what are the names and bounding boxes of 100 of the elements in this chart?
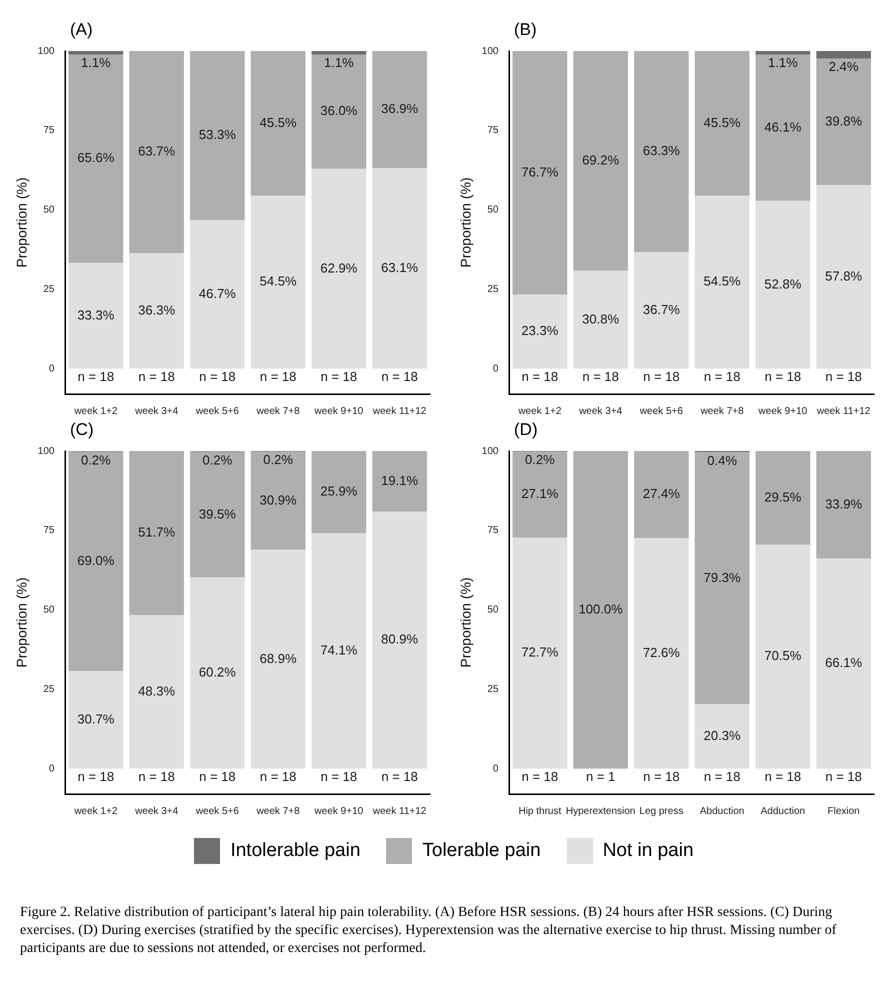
annotation: n = 18 (764, 369, 802, 384)
data-label: 68.9% (260, 650, 297, 666)
bar (694, 452, 750, 704)
bar (250, 550, 306, 769)
bar (250, 452, 306, 550)
bar (634, 451, 689, 538)
y-tick-label: 50 (487, 204, 499, 216)
bar (312, 451, 366, 534)
annotation: n = 18 (260, 769, 296, 784)
bar (372, 512, 427, 769)
data-label: 36.3% (138, 302, 176, 318)
data-label: 51.7% (138, 524, 176, 540)
annotation: n = 18 (704, 369, 740, 384)
bar (816, 451, 871, 559)
data-label: 0.2% (81, 452, 112, 468)
annotation: n = 18 (643, 769, 680, 784)
legend-label: Not in pain (602, 840, 694, 862)
y-tick-label: 0 (48, 363, 55, 374)
y-tick-label: 75 (487, 125, 499, 136)
y-tick-label: 25 (43, 284, 55, 295)
bar (756, 451, 810, 545)
data-label: 2.4% (828, 59, 859, 74)
data-label: 23.3% (521, 323, 559, 338)
bar (756, 544, 810, 769)
x-tick-label: week 9+10 (314, 406, 364, 417)
data-label: 53.3% (198, 127, 236, 142)
bar (129, 451, 184, 616)
data-label: 20.3% (704, 728, 741, 743)
bar (634, 252, 689, 369)
chart-title: (C) (70, 420, 95, 441)
y-tick-label: 0 (48, 763, 55, 774)
x-tick-label: Hip thrust (518, 806, 562, 817)
annotation: n = 18 (138, 769, 175, 784)
bar (634, 538, 689, 769)
y-tick-label: 25 (487, 284, 499, 295)
data-label: 52.8% (764, 276, 802, 292)
annotation: n = 18 (381, 769, 418, 784)
bar (250, 196, 306, 369)
y-tick-label: 75 (487, 525, 499, 536)
data-label: 63.7% (138, 144, 176, 159)
x-tick-label: week 9+10 (758, 406, 808, 417)
bar (816, 58, 871, 186)
data-label: 65.6% (77, 150, 115, 166)
annotation: n = 18 (381, 369, 418, 384)
data-label: 54.5% (704, 274, 741, 289)
data-label: 45.5% (260, 114, 297, 130)
y-tick-label: 100 (482, 46, 499, 57)
data-label: 100.0% (578, 601, 624, 616)
data-label: 36.0% (320, 103, 358, 118)
annotation: n = 18 (320, 769, 358, 784)
data-label: 63.1% (381, 260, 418, 275)
data-label: 33.9% (825, 496, 862, 512)
annotation: n = 18 (199, 769, 236, 784)
x-tick-label: week 7+8 (700, 406, 744, 417)
data-label: 1.1% (324, 55, 354, 70)
x-tick-label: week 5+6 (194, 406, 240, 417)
data-label: 1.1% (81, 55, 112, 70)
data-label: 76.7% (521, 164, 559, 180)
x-tick-label: week 11+12 (372, 406, 427, 417)
chart-title: (A) (70, 20, 94, 41)
data-label: 39.5% (198, 506, 236, 522)
bar (816, 185, 871, 369)
data-label: 0.2% (263, 452, 294, 468)
chart-title: (B) (514, 20, 538, 41)
bar (756, 51, 810, 54)
bar (312, 168, 366, 369)
y-tick-label: 75 (43, 525, 55, 536)
bar (573, 451, 628, 769)
data-label: 60.2% (198, 664, 236, 680)
y-tick-label: 50 (487, 604, 499, 616)
x-tick-label: Hyperextension (566, 806, 636, 817)
data-label: 36.7% (642, 302, 680, 317)
y-axis-title: Proportion (%) (457, 577, 474, 668)
annotation: n = 18 (704, 769, 740, 784)
x-tick-label: week 7+8 (256, 806, 300, 817)
data-label: 0.4% (707, 452, 738, 468)
data-label: 1.1% (768, 55, 798, 70)
data-label: 69.0% (77, 553, 115, 568)
bar (694, 51, 750, 196)
data-label: 19.1% (381, 472, 418, 488)
data-label: 0.2% (202, 452, 233, 468)
chart-title: (D) (514, 420, 539, 441)
y-tick-label: 0 (492, 363, 499, 374)
bar (512, 538, 568, 769)
data-label: 36.9% (381, 101, 418, 116)
x-tick-label: week 7+8 (256, 406, 300, 417)
bar (250, 51, 306, 196)
data-label: 27.4% (642, 486, 680, 502)
data-label: 70.5% (764, 648, 802, 664)
bar (190, 220, 245, 369)
x-tick-label: Flexion (828, 806, 860, 817)
annotation: n = 18 (320, 369, 358, 384)
data-label: 46.1% (764, 119, 802, 134)
caption: Figure 2. Relative distribution of participant’s lateral hip pain tolerability. (A) Before HSR sessions. (B) 24 hours after HSR sessions. (C) During exercises. (D) During exercises (stratified by the specific exercises). Hyperextension was the alternative exercise to hip thrust. Missing number of participants are due to sessions not attended, or exercises not performed. (20, 904, 838, 958)
bar (129, 253, 184, 369)
data-label: 27.1% (521, 486, 559, 502)
y-tick-label: 0 (492, 763, 499, 774)
x-tick-label: week 3+4 (578, 406, 623, 417)
x-tick-label: Abduction (700, 806, 744, 817)
data-label: 72.6% (642, 644, 680, 660)
